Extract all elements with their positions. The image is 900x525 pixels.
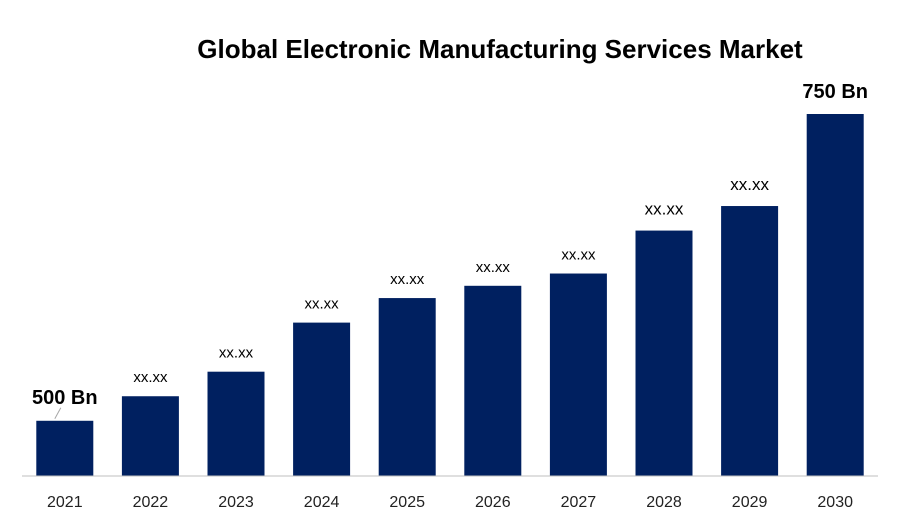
data-label-2028: xx.xx xyxy=(645,200,684,219)
x-tick-label-2026: 2026 xyxy=(475,494,511,511)
bars-group xyxy=(36,114,864,476)
data-label-2025: xx.xx xyxy=(390,271,425,288)
data-label-2030: 750 Bn xyxy=(802,81,868,103)
data-label-2021: 500 Bn xyxy=(32,387,98,409)
bar-2021 xyxy=(36,420,94,476)
x-tick-label-2021: 2021 xyxy=(47,494,83,511)
data-label-2022: xx.xx xyxy=(133,369,168,386)
bar-2024 xyxy=(293,322,351,476)
bar-2026 xyxy=(464,285,522,476)
bar-2029 xyxy=(721,206,779,476)
bar-2027 xyxy=(549,273,607,476)
x-tick-label-2022: 2022 xyxy=(133,494,169,511)
x-tick-label-2025: 2025 xyxy=(389,494,425,511)
bar-2025 xyxy=(378,298,436,476)
x-tick-label-2027: 2027 xyxy=(561,494,597,511)
x-tick-label-2023: 2023 xyxy=(218,494,254,511)
data-label-leader-line xyxy=(54,407,62,420)
x-tick-label-2028: 2028 xyxy=(646,494,682,511)
x-tick-label-2029: 2029 xyxy=(732,494,768,511)
bar-2023 xyxy=(207,371,265,476)
data-labels-group: 500 Bn xx.xx xx.xx xx.xx xx.xx xx.xx xx.xx xx.x… xyxy=(32,81,868,420)
bar-2030 xyxy=(806,114,864,476)
data-label-2024: xx.xx xyxy=(305,296,340,313)
data-label-2023: xx.xx xyxy=(219,345,254,362)
bar-2022 xyxy=(121,396,179,476)
chart-title: Global Electronic Manufacturing Services… xyxy=(197,34,803,64)
data-label-2026: xx.xx xyxy=(476,259,511,276)
x-tick-label-2024: 2024 xyxy=(304,494,340,511)
bar-2028 xyxy=(635,230,693,476)
data-label-2029: xx.xx xyxy=(730,175,769,194)
x-tick-label-2030: 2030 xyxy=(817,494,853,511)
data-label-2027: xx.xx xyxy=(561,247,596,264)
x-tick-labels-group: 2021 2022 2023 2024 2025 2026 2027 2028 2029 2030 xyxy=(47,494,853,511)
